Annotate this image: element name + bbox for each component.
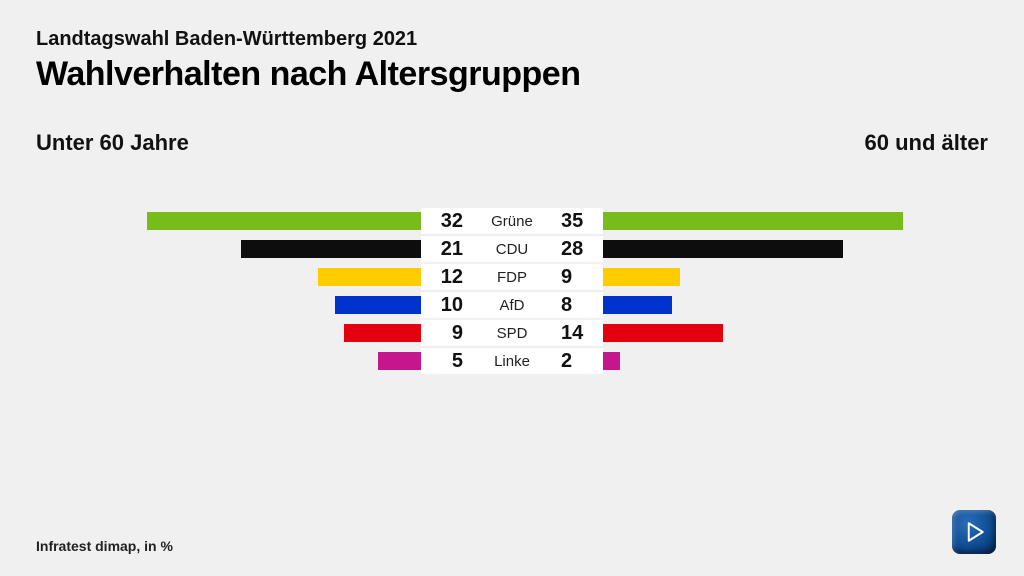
bar-row: 32Grüne35 — [70, 208, 954, 234]
group-labels: Unter 60 Jahre 60 und älter — [36, 130, 988, 156]
right-value: 14 — [555, 320, 603, 346]
party-label: AfD — [469, 292, 555, 318]
left-value: 12 — [421, 264, 469, 290]
left-side: 10 — [70, 292, 469, 318]
right-side: 14 — [555, 320, 954, 346]
party-label: CDU — [469, 236, 555, 262]
right-bar — [603, 296, 672, 314]
right-side: 28 — [555, 236, 954, 262]
party-label: Linke — [469, 348, 555, 374]
left-bar — [378, 352, 421, 370]
left-group-label: Unter 60 Jahre — [36, 130, 189, 156]
left-side: 32 — [70, 208, 469, 234]
right-bar — [603, 268, 680, 286]
left-value: 10 — [421, 292, 469, 318]
diverging-bar-chart: 32Grüne3521CDU2812FDP910AfD89SPD145Linke… — [70, 208, 954, 376]
left-value: 21 — [421, 236, 469, 262]
supertitle: Landtagswahl Baden-Württemberg 2021 — [36, 28, 988, 51]
left-bar — [335, 296, 421, 314]
left-value: 5 — [421, 348, 469, 374]
bar-row: 12FDP9 — [70, 264, 954, 290]
left-bar — [344, 324, 421, 342]
right-value: 2 — [555, 348, 603, 374]
play-triangle-icon — [960, 518, 988, 546]
right-value: 28 — [555, 236, 603, 262]
party-label: FDP — [469, 264, 555, 290]
party-label: SPD — [469, 320, 555, 346]
right-side: 9 — [555, 264, 954, 290]
bar-row: 5Linke2 — [70, 348, 954, 374]
left-side: 21 — [70, 236, 469, 262]
source-footnote: Infratest dimap, in % — [36, 538, 173, 554]
right-value: 35 — [555, 208, 603, 234]
right-bar — [603, 240, 843, 258]
left-value: 9 — [421, 320, 469, 346]
party-label: Grüne — [469, 208, 555, 234]
left-side: 12 — [70, 264, 469, 290]
bar-row: 21CDU28 — [70, 236, 954, 262]
left-side: 5 — [70, 348, 469, 374]
right-bar — [603, 324, 723, 342]
right-group-label: 60 und älter — [865, 130, 988, 156]
left-bar — [318, 268, 421, 286]
left-bar — [241, 240, 421, 258]
chart-header: Landtagswahl Baden-Württemberg 2021 Wahl… — [0, 0, 1024, 100]
broadcaster-logo — [952, 510, 996, 554]
right-value: 8 — [555, 292, 603, 318]
right-side: 2 — [555, 348, 954, 374]
right-side: 8 — [555, 292, 954, 318]
bar-row: 10AfD8 — [70, 292, 954, 318]
right-bar — [603, 212, 903, 230]
left-bar — [147, 212, 421, 230]
right-side: 35 — [555, 208, 954, 234]
bar-row: 9SPD14 — [70, 320, 954, 346]
right-value: 9 — [555, 264, 603, 290]
title: Wahlverhalten nach Altersgruppen — [36, 55, 988, 94]
right-bar — [603, 352, 620, 370]
left-value: 32 — [421, 208, 469, 234]
left-side: 9 — [70, 320, 469, 346]
